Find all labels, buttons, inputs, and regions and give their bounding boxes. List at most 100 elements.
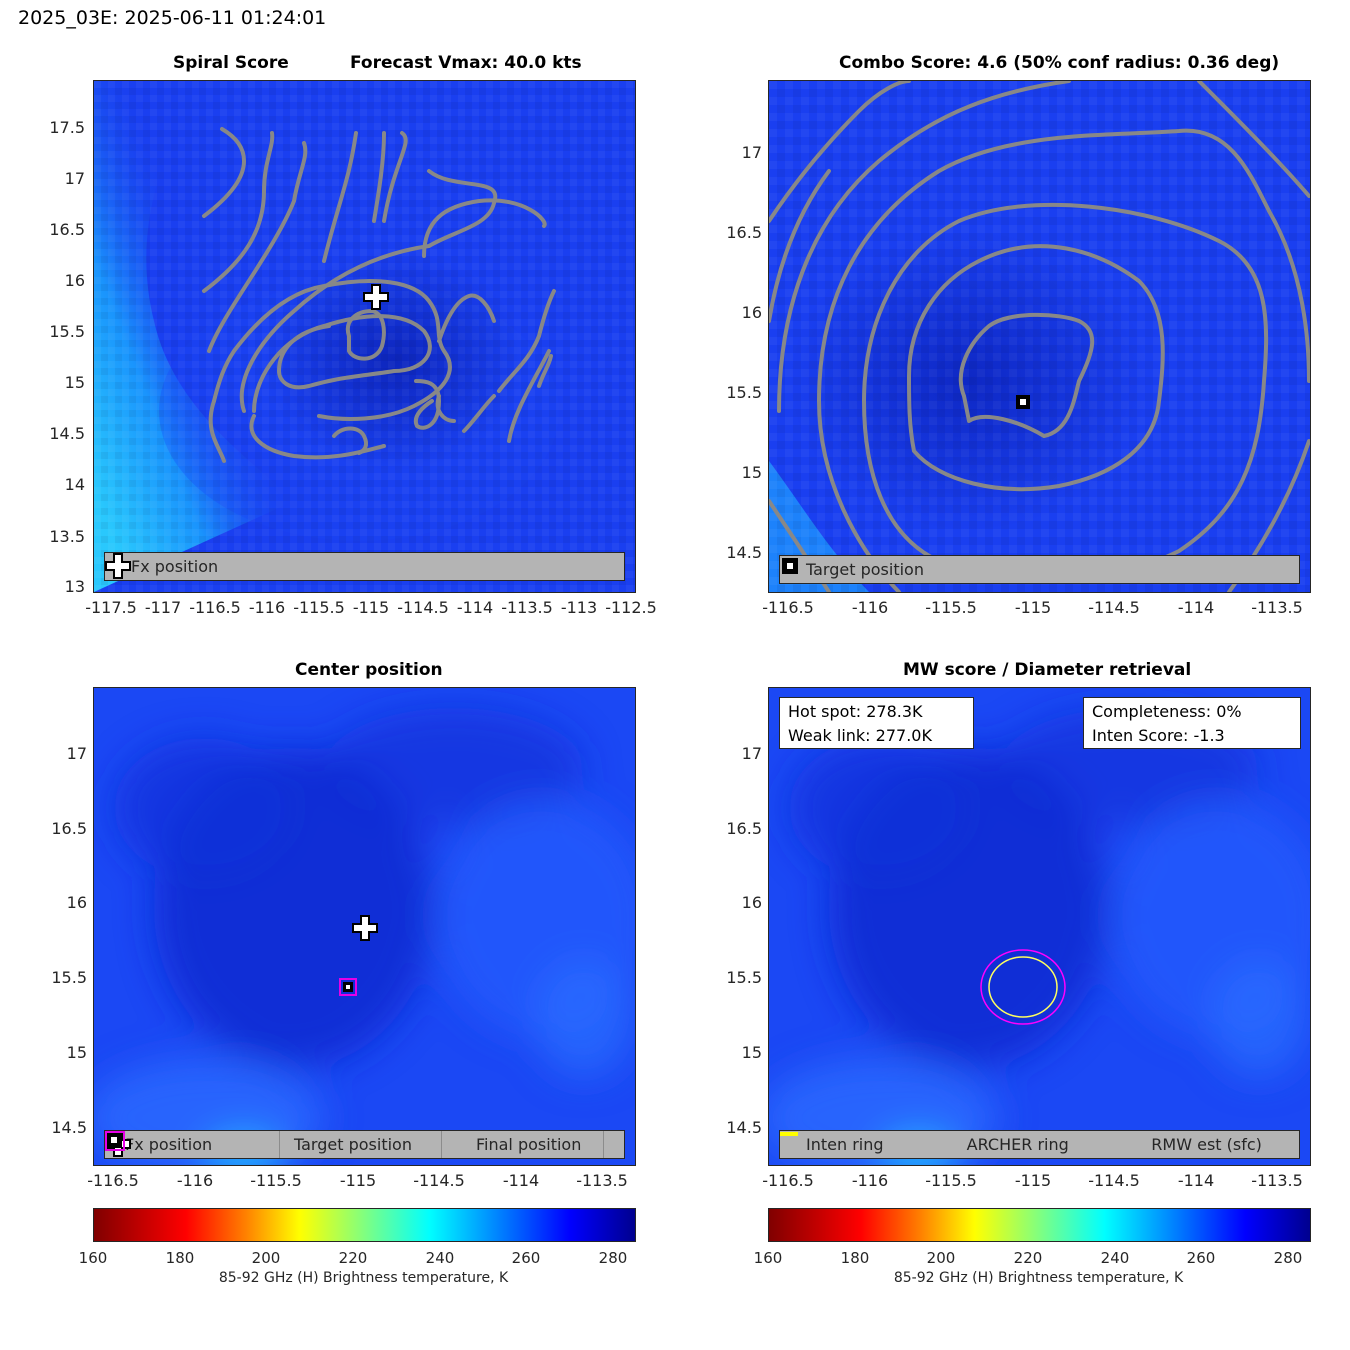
- spiral-xtick: -117.5: [85, 598, 137, 617]
- spiral-legend: Fx position: [104, 552, 625, 581]
- figure-header: 2025_03E: 2025-06-11 01:24:01: [18, 7, 327, 29]
- mw-colorbar-tick: 160: [753, 1249, 783, 1267]
- mw-xtick: -116.5: [762, 1171, 814, 1190]
- archer-ring: [980, 949, 1066, 1025]
- mw-legend: Inten ring ARCHER ring RMW est (sfc): [779, 1130, 1300, 1159]
- center-colorbar-label: 85-92 GHz (H) Brightness temperature, K: [218, 1270, 509, 1286]
- spiral-xtick: -116.5: [189, 598, 241, 617]
- mw-ytick: 17: [741, 744, 762, 763]
- combo-legend-target: Target position: [806, 560, 924, 579]
- mw-map: [769, 688, 1310, 1165]
- center-ytick: 16: [66, 893, 87, 912]
- spiral-ytick: 14: [64, 475, 85, 494]
- center-xtick: -115.5: [250, 1171, 302, 1190]
- combo-ytick: 14.5: [726, 543, 762, 562]
- center-colorbar-tick: 280: [598, 1249, 628, 1267]
- combo-panel: Target position 17 16.5 16 15.5 15 14.5 …: [726, 80, 1311, 617]
- rmw-ring: [988, 956, 1058, 1018]
- center-colorbar-tick: 160: [78, 1249, 108, 1267]
- spiral-title-right: Forecast Vmax: 40.0 kts: [350, 53, 582, 73]
- mw-colorbar-tick: 260: [1186, 1249, 1216, 1267]
- spiral-xtick: -116: [248, 598, 286, 617]
- center-ytick: 17: [66, 744, 87, 763]
- mw-ytick: 16: [741, 893, 762, 912]
- combo-legend: Target position: [779, 555, 1300, 584]
- center-colorbar-tick: 200: [251, 1249, 281, 1267]
- combo-ytick: 15: [741, 463, 762, 482]
- center-colorbar-tick: 180: [165, 1249, 195, 1267]
- combo-target-marker: [1016, 395, 1030, 409]
- mw-xtick: -116: [851, 1171, 889, 1190]
- mw-plot-area[interactable]: Hot spot: 278.3K Weak link: 277.0K Compl…: [768, 687, 1311, 1166]
- spiral-ytick: 14.5: [49, 424, 85, 443]
- mw-info-right: Completeness: 0% Inten Score: -1.3: [1083, 697, 1301, 749]
- mw-colorbar: [768, 1208, 1311, 1242]
- spiral-ytick: 16: [64, 271, 85, 290]
- center-legend-final: Final position: [476, 1135, 582, 1154]
- mw-xtick: -114.5: [1088, 1171, 1140, 1190]
- combo-xtick: -115: [1014, 598, 1052, 617]
- center-xtick: -116.5: [87, 1171, 139, 1190]
- spiral-xtick: -112.5: [605, 598, 657, 617]
- spiral-xtick: -115.5: [293, 598, 345, 617]
- spiral-ytick: 17: [64, 169, 85, 188]
- mw-legend-archer: ARCHER ring: [966, 1135, 1069, 1154]
- center-map: [94, 688, 635, 1165]
- mw-colorbar-tick: 280: [1273, 1249, 1303, 1267]
- center-ytick: 14.5: [51, 1118, 87, 1137]
- spiral-ytick: 13: [64, 577, 85, 596]
- center-xtick: -113.5: [576, 1171, 628, 1190]
- center-ytick: 15: [66, 1043, 87, 1062]
- spiral-xtick: -114: [456, 598, 494, 617]
- center-colorbar-tick: 240: [425, 1249, 455, 1267]
- center-ytick: 16.5: [51, 819, 87, 838]
- spiral-xtick: -117: [144, 598, 182, 617]
- center-xtick: -114: [502, 1171, 540, 1190]
- mw-colorbar-label: 85-92 GHz (H) Brightness temperature, K: [893, 1270, 1184, 1286]
- spiral-contours: [202, 127, 556, 463]
- center-plot-area[interactable]: Fx position Target position Final positi…: [93, 687, 636, 1166]
- spiral-xtick: -114.5: [397, 598, 449, 617]
- combo-xtick: -114.5: [1088, 598, 1140, 617]
- mw-colorbar-tick: 200: [926, 1249, 956, 1267]
- combo-xtick: -115.5: [925, 598, 977, 617]
- spiral-panel: Fx position 17.5 17 16.5 16 15.5 15 14.5…: [49, 80, 657, 617]
- center-xtick: -116: [176, 1171, 214, 1190]
- spiral-title-left: Spiral Score: [173, 53, 289, 73]
- spiral-map: [94, 81, 635, 592]
- center-legend-fx: Fx position: [125, 1135, 213, 1154]
- mw-ytick: 16.5: [726, 819, 762, 838]
- spiral-ytick: 16.5: [49, 220, 85, 239]
- spiral-fx-marker: [363, 284, 389, 310]
- combo-xtick: -116.5: [762, 598, 814, 617]
- combo-ytick: 17: [741, 143, 762, 162]
- center-colorbar: [93, 1208, 636, 1242]
- center-ytick: 15.5: [51, 968, 87, 987]
- spiral-ytick: 17.5: [49, 118, 85, 137]
- combo-title: Combo Score: 4.6 (50% conf radius: 0.36 …: [839, 53, 1280, 73]
- mw-title: MW score / Diameter retrieval: [903, 660, 1192, 680]
- mw-xtick: -115: [1014, 1171, 1052, 1190]
- mw-ytick: 15.5: [726, 968, 762, 987]
- combo-xtick: -113.5: [1251, 598, 1303, 617]
- mw-xtick: -113.5: [1251, 1171, 1303, 1190]
- mw-colorbar-tick: 180: [840, 1249, 870, 1267]
- spiral-plot-area[interactable]: Fx position: [93, 80, 636, 593]
- center-fx-marker: [352, 915, 378, 941]
- combo-ytick: 16: [741, 303, 762, 322]
- spiral-xtick: -113: [560, 598, 598, 617]
- spiral-xtick: -115: [352, 598, 390, 617]
- mw-ytick: 15: [741, 1043, 762, 1062]
- hot-spot-text: Hot spot: 278.3K: [788, 702, 923, 721]
- mw-legend-rmw: RMW est (sfc): [1151, 1135, 1262, 1154]
- combo-map: [769, 81, 1310, 592]
- center-xtick: -115: [339, 1171, 377, 1190]
- mw-xtick: -114: [1177, 1171, 1215, 1190]
- center-colorbar-tick: 220: [338, 1249, 368, 1267]
- mw-ytick: 14.5: [726, 1118, 762, 1137]
- center-final-marker: [339, 978, 357, 996]
- spiral-xtick: -113.5: [501, 598, 553, 617]
- center-colorbar-tick: 260: [511, 1249, 541, 1267]
- combo-plot-area[interactable]: Target position: [768, 80, 1311, 593]
- spiral-ytick: 15: [64, 373, 85, 392]
